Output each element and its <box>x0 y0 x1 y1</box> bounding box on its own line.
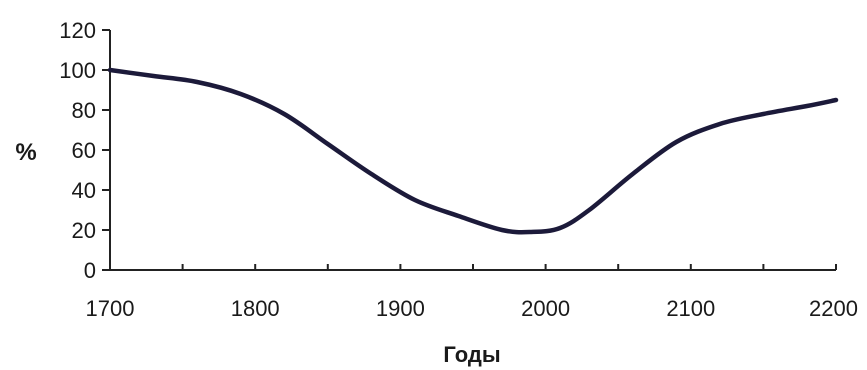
y-tick-label: 60 <box>72 138 96 163</box>
y-tick-label: 20 <box>72 218 96 243</box>
x-tick-label: 2200 <box>809 296 858 321</box>
series-line <box>107 67 839 235</box>
y-tick-label: 80 <box>72 98 96 123</box>
x-tick-label: 1800 <box>231 296 280 321</box>
series-group <box>107 67 839 235</box>
y-axis-ticks: 0 20 40 60 80 100 120 <box>59 18 110 283</box>
x-axis-title: Годы <box>443 342 500 367</box>
x-tick-label: 2100 <box>666 296 715 321</box>
y-tick-label: 40 <box>72 178 96 203</box>
y-tick-label: 0 <box>84 258 96 283</box>
x-tick-label: 2000 <box>521 296 570 321</box>
x-axis-ticks: 1700 1800 1900 2000 2100 2200 <box>86 264 858 321</box>
x-tick-label: 1700 <box>86 296 135 321</box>
y-tick-label: 100 <box>59 58 96 83</box>
y-axis-title: % <box>15 139 36 166</box>
x-tick-label: 1900 <box>376 296 425 321</box>
y-tick-label: 120 <box>59 18 96 43</box>
